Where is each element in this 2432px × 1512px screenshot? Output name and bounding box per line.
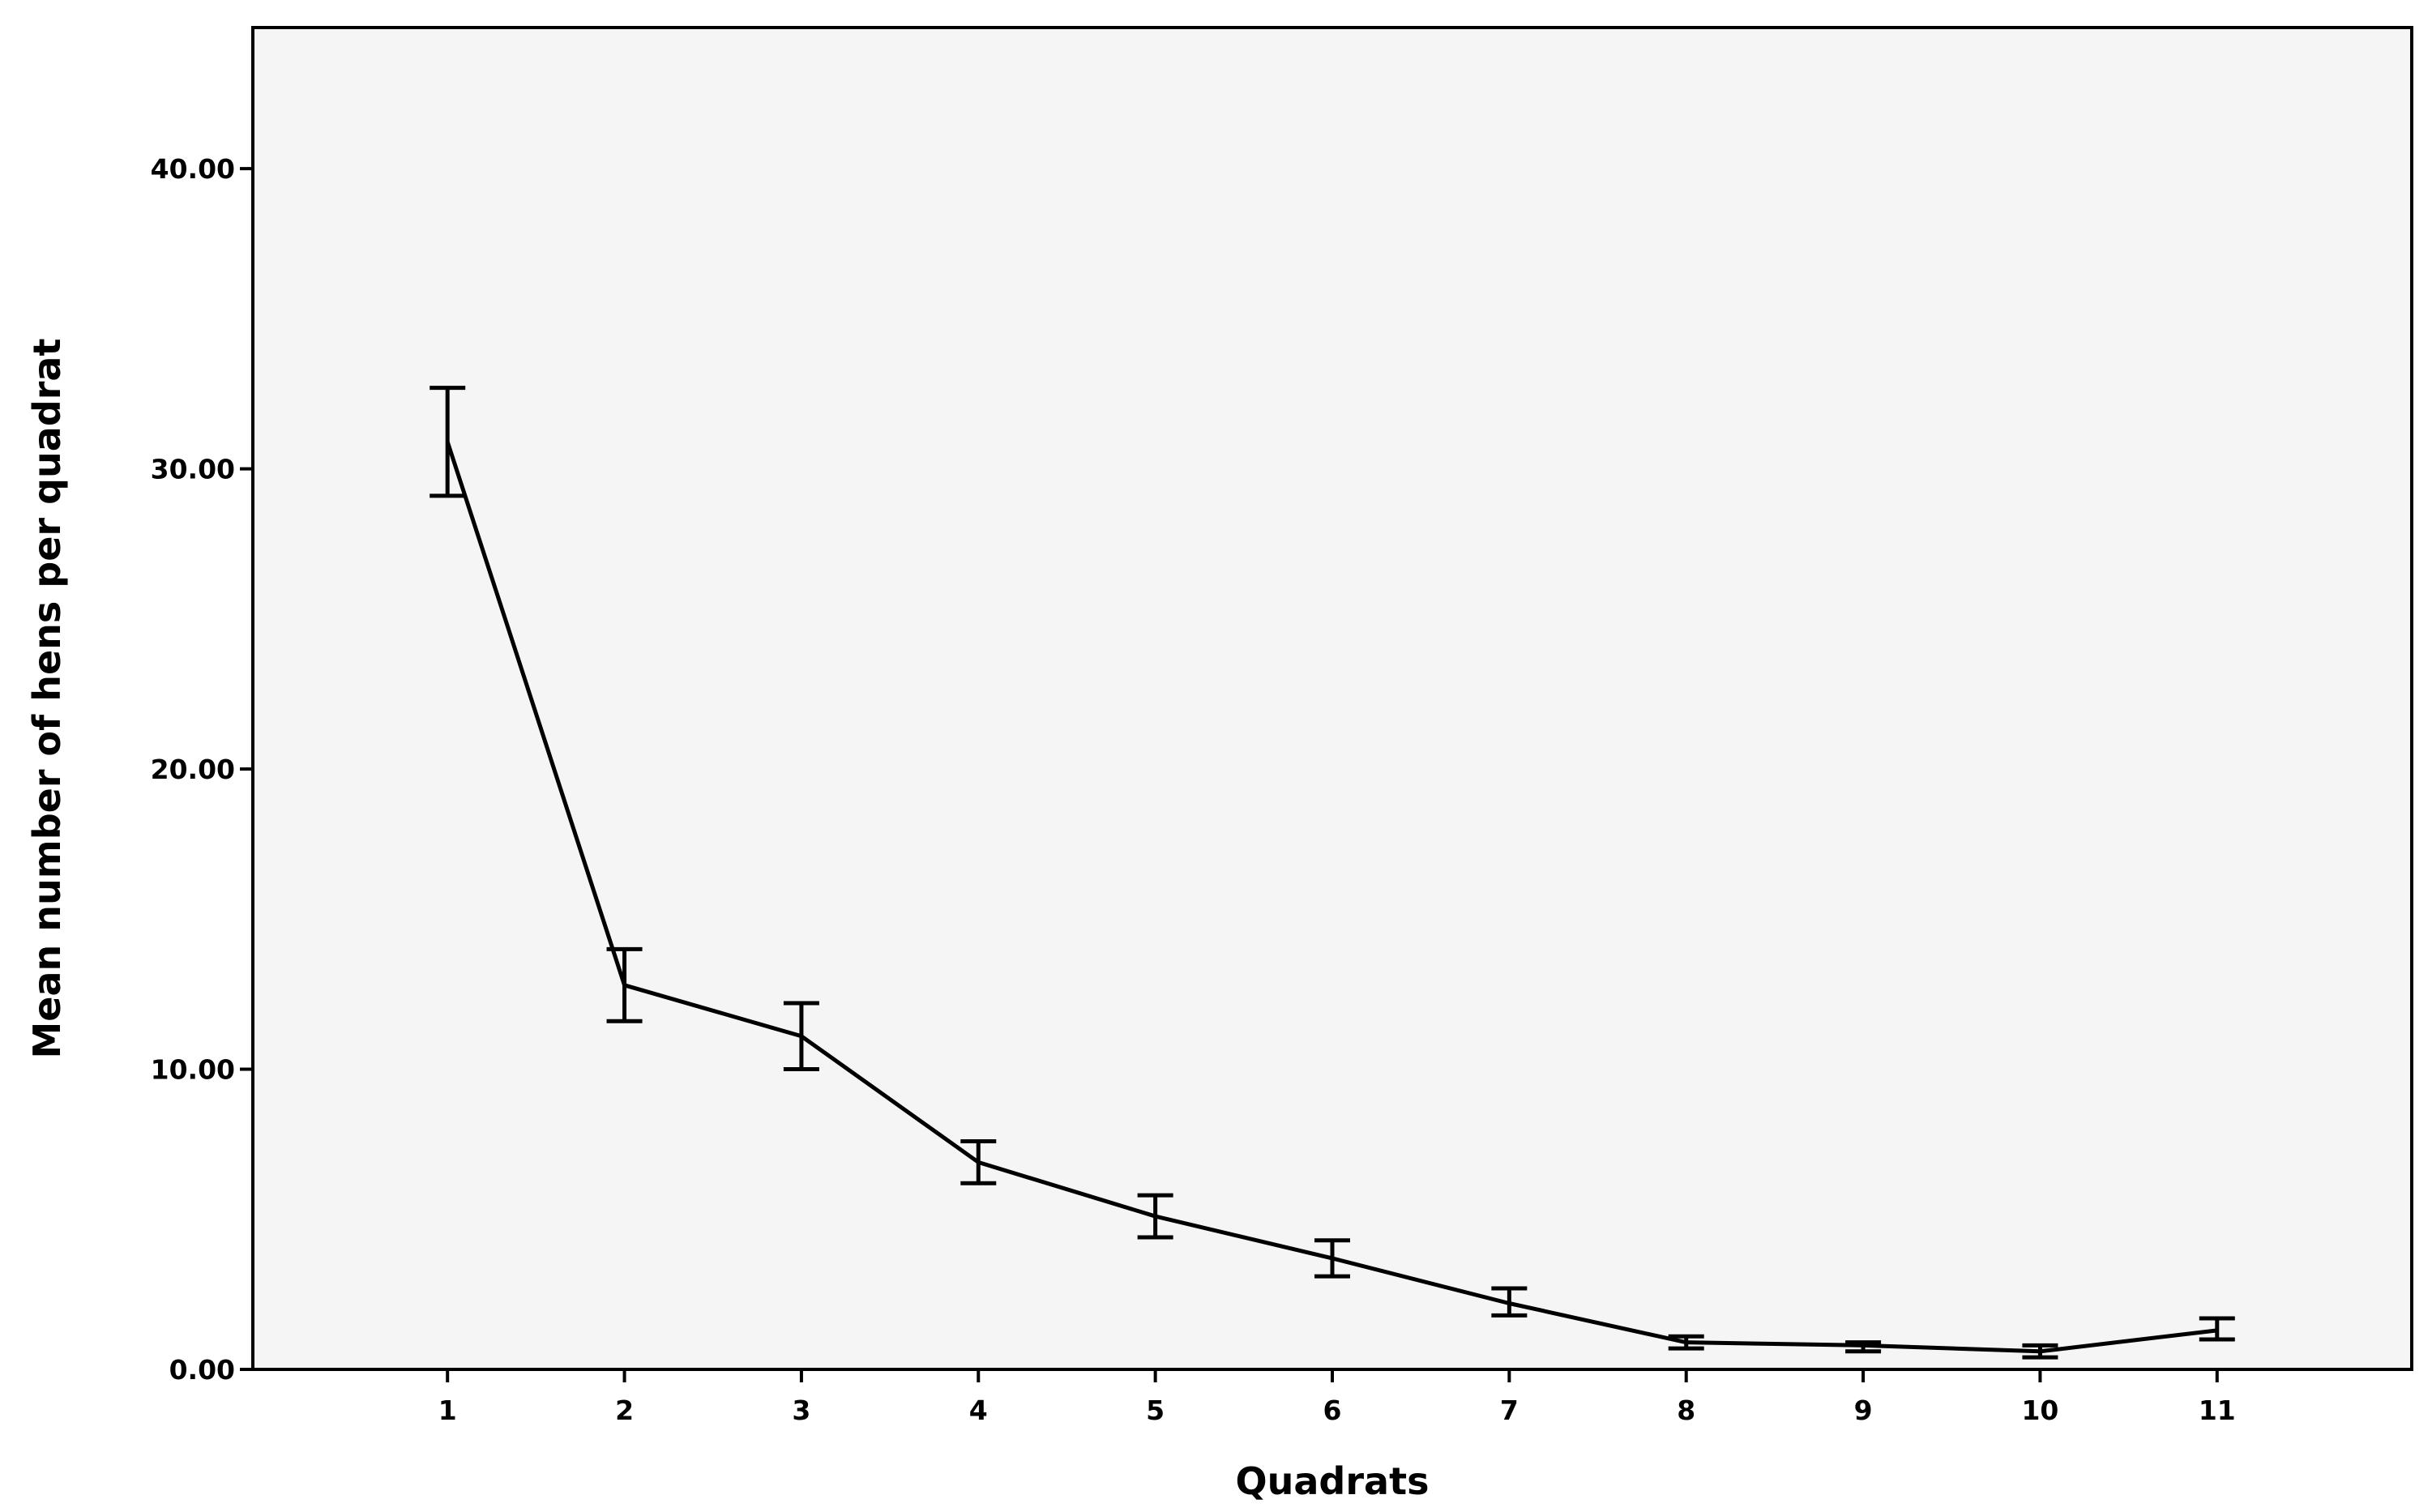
error-bar	[430, 386, 466, 498]
y-axis: 0.00 10.00 20.00 30.00 40.00	[151, 153, 253, 1386]
x-tick-label: 9	[1854, 1395, 1873, 1426]
y-axis-title: Mean number of hens per quadrat	[25, 339, 69, 1059]
x-tick-label: 10	[2021, 1395, 2058, 1426]
series-line	[445, 441, 2218, 1354]
x-tick-label: 3	[792, 1395, 810, 1426]
x-tick-label: 8	[1677, 1395, 1695, 1426]
y-tick-label: 30.00	[151, 454, 235, 485]
plot-area	[251, 26, 2413, 1371]
x-tick-label: 1	[438, 1395, 457, 1426]
x-tick-label: 6	[1323, 1395, 1342, 1426]
x-tick-label: 5	[1146, 1395, 1165, 1426]
y-tick-label: 20.00	[151, 754, 235, 785]
error-bars	[430, 386, 2235, 1360]
x-axis-title: Quadrats	[1236, 1459, 1430, 1503]
x-axis: 1 2 3 4 5 6 7 8 9 10 11	[438, 1369, 2236, 1426]
x-tick-label: 2	[615, 1395, 634, 1426]
x-tick-label: 4	[969, 1395, 988, 1426]
y-tick-label: 40.00	[151, 153, 235, 185]
x-tick-label: 11	[2199, 1395, 2236, 1426]
error-bar	[2199, 1316, 2235, 1342]
y-tick-label: 0.00	[169, 1354, 235, 1386]
y-tick-label: 10.00	[151, 1054, 235, 1086]
x-tick-label: 7	[1500, 1395, 1519, 1426]
